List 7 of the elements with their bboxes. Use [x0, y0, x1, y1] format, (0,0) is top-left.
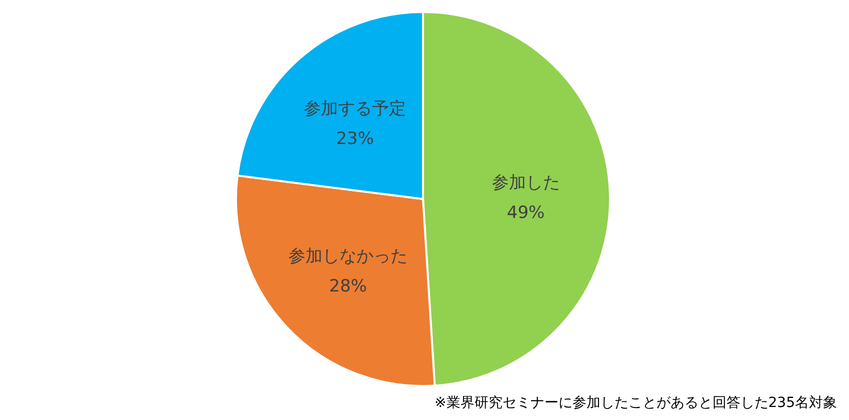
- data-label: 23%: [336, 128, 374, 149]
- text: ※業界研究セミナーに参加したことがあると回答した235名対象: [434, 394, 837, 412]
- slice-label: 参加する予定: [304, 98, 406, 119]
- data-label: 49%: [506, 202, 545, 223]
- data-label: 28%: [329, 276, 367, 296]
- slice-label: 参加しなかった: [288, 246, 408, 266]
- slice-label: 参加した: [492, 172, 560, 193]
